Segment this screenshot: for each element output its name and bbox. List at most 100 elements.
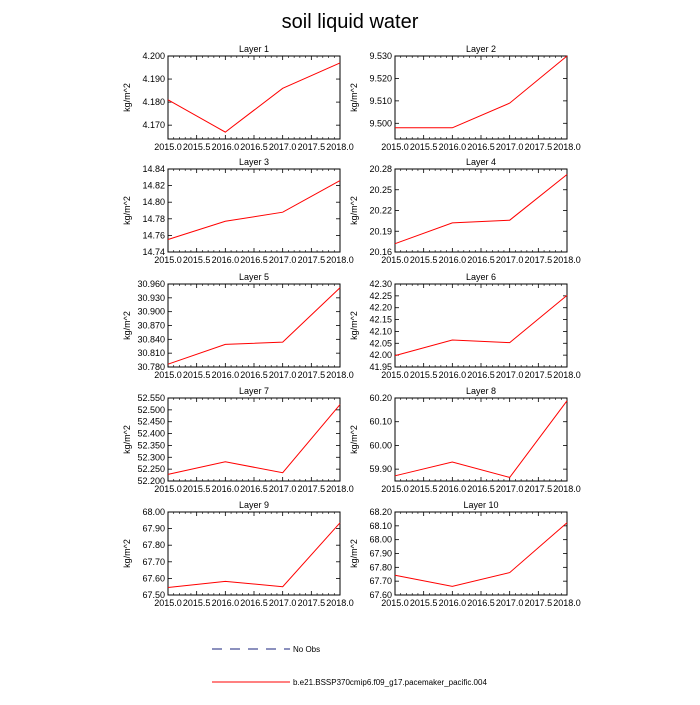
- panel-8-ytick-label: 60.20: [369, 393, 392, 403]
- panel-2-xtick-label: 2017.0: [496, 142, 524, 152]
- panel-3-xtick-label: 2017.5: [298, 255, 326, 265]
- panel-2-ytick-label: 9.500: [369, 118, 392, 128]
- panel-7-ytick-label: 52.450: [137, 417, 165, 427]
- panel-4-xtick-label: 2017.0: [496, 255, 524, 265]
- panel-8-xtick-label: 2018.0: [553, 484, 581, 494]
- panel-4-ytick-label: 20.22: [369, 206, 392, 216]
- panel-4-xtick-label: 2017.5: [525, 255, 553, 265]
- panel-10-xtick-label: 2016.5: [467, 598, 495, 608]
- panel-3-xtick-label: 2016.0: [212, 255, 240, 265]
- panel-7-ytick-label: 52.400: [137, 429, 165, 439]
- panel-5-ytick-label: 30.960: [137, 279, 165, 289]
- panel-1-xtick-label: 2016.0: [212, 142, 240, 152]
- panel-5-ylabel: kg/m^2: [122, 311, 132, 340]
- panel-3-xtick-label: 2015.5: [183, 255, 211, 265]
- panel-9-frame: [167, 511, 341, 596]
- panel-9-ytick-label: 67.80: [142, 540, 165, 550]
- panel-3-ytick-label: 14.82: [142, 181, 165, 191]
- panel-10-ytick-label: 68.00: [369, 535, 392, 545]
- panel-10-ytick-label: 68.20: [369, 507, 392, 517]
- panel-9-ytick-label: 68.00: [142, 507, 165, 517]
- panel-6-title: Layer 6: [466, 272, 496, 282]
- panel-2-ylabel: kg/m^2: [349, 83, 359, 112]
- panel-6-series-line: [394, 295, 568, 357]
- panel-1-xtick-label: 2015.0: [154, 142, 182, 152]
- panel-1-ylabel: kg/m^2: [122, 83, 132, 112]
- panel-2-xtick-label: 2016.5: [467, 142, 495, 152]
- panel-7-ytick-label: 52.250: [137, 464, 165, 474]
- panel-4-title: Layer 4: [466, 157, 496, 167]
- panel-10-ytick-label: 67.70: [369, 576, 392, 586]
- panel-3-ytick-label: 14.76: [142, 230, 165, 240]
- panel-9-xtick-label: 2016.5: [240, 598, 268, 608]
- panel-8-xtick-label: 2015.5: [410, 484, 438, 494]
- panel-2-ytick-label: 9.520: [369, 73, 392, 83]
- panel-3-xtick-label: 2018.0: [326, 255, 354, 265]
- panel-1-ytick-label: 4.200: [142, 51, 165, 61]
- panel-1-frame: [167, 55, 341, 140]
- panel-10-title: Layer 10: [463, 500, 498, 510]
- panel-7-ytick-label: 52.550: [137, 393, 165, 403]
- panel-7-ytick-label: 52.200: [137, 476, 165, 486]
- panel-7-series-line: [167, 404, 341, 475]
- panel-4-xtick-label: 2016.0: [439, 255, 467, 265]
- panel-7-title: Layer 7: [239, 386, 269, 396]
- panel-5-frame: [167, 283, 341, 368]
- panel-8-xtick-label: 2015.0: [381, 484, 409, 494]
- panel-7-ytick-label: 52.350: [137, 440, 165, 450]
- panel-9-xtick-label: 2016.0: [212, 598, 240, 608]
- panel-5-xtick-label: 2018.0: [326, 370, 354, 380]
- panel-7-xtick-label: 2015.0: [154, 484, 182, 494]
- panel-6-ytick-label: 41.95: [369, 362, 392, 372]
- panel-8-xtick-label: 2017.0: [496, 484, 524, 494]
- panel-8-xtick-label: 2017.5: [525, 484, 553, 494]
- panel-4-ytick-label: 20.25: [369, 185, 392, 195]
- panel-6-xtick-label: 2017.5: [525, 370, 553, 380]
- panel-3-frame: [167, 168, 341, 253]
- panel-6-xtick-label: 2016.0: [439, 370, 467, 380]
- panel-9-ytick-label: 67.90: [142, 524, 165, 534]
- panel-2-ytick-label: 9.530: [369, 51, 392, 61]
- panel-1-series-line: [167, 62, 341, 133]
- panel-8-title: Layer 8: [466, 386, 496, 396]
- panel-4-xtick-label: 2015.5: [410, 255, 438, 265]
- panel-8-ytick-label: 59.90: [369, 464, 392, 474]
- panel-6-xtick-label: 2015.5: [410, 370, 438, 380]
- panel-10-xtick-label: 2017.5: [525, 598, 553, 608]
- panel-6-xtick-label: 2016.5: [467, 370, 495, 380]
- panel-4-xtick-label: 2015.0: [381, 255, 409, 265]
- panel-3-series-line: [167, 180, 341, 240]
- panel-2-xtick-label: 2018.0: [553, 142, 581, 152]
- panel-5-xtick-label: 2016.5: [240, 370, 268, 380]
- panel-9-ytick-label: 67.60: [142, 573, 165, 583]
- panel-8-ytick-label: 60.10: [369, 417, 392, 427]
- legend-no-obs-label: No Obs: [293, 645, 320, 654]
- chart-title: soil liquid water: [282, 11, 419, 33]
- panel-9-xtick-label: 2017.0: [269, 598, 297, 608]
- panel-10-xtick-label: 2015.5: [410, 598, 438, 608]
- panel-4-ytick-label: 20.28: [369, 164, 392, 174]
- panel-4-ytick-label: 20.16: [369, 247, 392, 257]
- legend-series-label: b.e21.BSSP370cmip6.f09_g17.pacemaker_pac…: [293, 678, 487, 687]
- panel-1-xtick-label: 2016.5: [240, 142, 268, 152]
- panel-5-ytick-label: 30.870: [137, 321, 165, 331]
- panel-5-ytick-label: 30.810: [137, 348, 165, 358]
- panel-7-ylabel: kg/m^2: [122, 425, 132, 454]
- panel-10-xtick-label: 2017.0: [496, 598, 524, 608]
- panel-1-ytick-label: 4.190: [142, 74, 165, 84]
- panel-9-xtick-label: 2018.0: [326, 598, 354, 608]
- panel-7-xtick-label: 2018.0: [326, 484, 354, 494]
- panel-1-ytick-label: 4.180: [142, 97, 165, 107]
- panel-4-frame: [394, 168, 568, 253]
- panel-5-ytick-label: 30.900: [137, 307, 165, 317]
- panel-8-xtick-label: 2016.0: [439, 484, 467, 494]
- panel-2-xtick-label: 2016.0: [439, 142, 467, 152]
- panel-5-ytick-label: 30.780: [137, 362, 165, 372]
- panel-3-xtick-label: 2016.5: [240, 255, 268, 265]
- panel-2-xtick-label: 2015.5: [410, 142, 438, 152]
- panel-9-xtick-label: 2017.5: [298, 598, 326, 608]
- panel-10-xtick-label: 2016.0: [439, 598, 467, 608]
- panel-6-xtick-label: 2017.0: [496, 370, 524, 380]
- panel-5-xtick-label: 2017.5: [298, 370, 326, 380]
